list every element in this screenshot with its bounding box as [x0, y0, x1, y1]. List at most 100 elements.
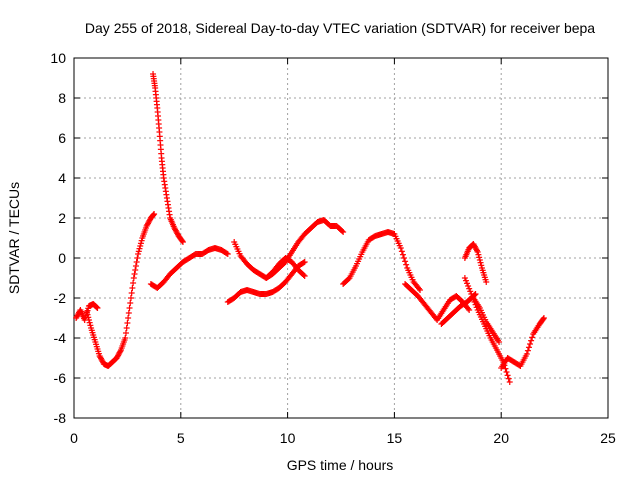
data-point	[402, 258, 409, 265]
data-point	[476, 257, 483, 263]
data-point	[476, 254, 483, 261]
y-tick-label: 6	[58, 130, 66, 146]
data-point	[125, 315, 132, 321]
data-point	[524, 347, 531, 354]
data-point	[473, 247, 480, 254]
data-point	[137, 243, 144, 249]
y-tick-label: 4	[58, 170, 66, 186]
plot-frame	[73, 57, 609, 419]
data-point	[93, 304, 100, 311]
data-point	[136, 245, 143, 252]
y-axis-label: SDTVAR / TECUs	[6, 182, 22, 294]
data-point	[464, 280, 471, 287]
data-point	[477, 259, 484, 266]
y-tick-label: -8	[54, 410, 67, 426]
data-point	[466, 285, 473, 292]
data-point	[87, 322, 94, 329]
data-point	[86, 319, 93, 326]
data-point	[398, 248, 405, 255]
data-point	[397, 245, 404, 251]
data-point	[122, 335, 129, 341]
data-point	[129, 285, 136, 291]
x-tick-label: 15	[387, 430, 403, 446]
data-point	[504, 372, 511, 379]
data-point	[529, 334, 536, 341]
data-point	[122, 330, 129, 336]
data-point	[462, 277, 469, 284]
data-point	[301, 273, 308, 279]
data-point	[403, 261, 410, 268]
data-point	[465, 283, 472, 289]
data-point	[525, 344, 532, 351]
data-point	[527, 341, 534, 347]
data-point	[417, 287, 424, 293]
data-point	[179, 238, 186, 244]
y-tick-label: 2	[58, 210, 66, 226]
y-tick-label: -2	[54, 290, 67, 306]
data-point	[125, 310, 132, 316]
data-point	[399, 251, 406, 258]
data-point	[117, 348, 124, 355]
data-point	[505, 375, 512, 382]
data-point	[124, 320, 131, 326]
data-point	[135, 251, 142, 257]
data-point	[151, 211, 158, 217]
data-point	[466, 307, 473, 313]
data-point	[301, 259, 308, 265]
data-point	[133, 259, 140, 265]
y-tick-label: -4	[54, 330, 67, 346]
data-point	[130, 275, 137, 281]
data-point	[415, 285, 422, 292]
chart-title: Day 255 of 2018, Sidereal Day-to-day VTE…	[85, 20, 595, 36]
data-point	[131, 271, 138, 277]
data-point	[179, 239, 186, 245]
data-point	[126, 305, 133, 311]
y-tick-label: 8	[58, 90, 66, 106]
data-point	[483, 279, 490, 285]
x-tick-label: 5	[177, 430, 185, 446]
x-tick-label: 25	[600, 430, 616, 446]
data-points	[73, 71, 547, 385]
data-point	[506, 379, 513, 385]
data-point	[339, 228, 346, 234]
data-point	[475, 251, 482, 258]
data-point	[132, 263, 139, 269]
x-tick-label: 0	[70, 430, 78, 446]
data-point	[540, 316, 547, 322]
data-point	[134, 255, 141, 261]
data-point	[137, 240, 144, 247]
data-point	[502, 365, 509, 372]
data-point	[496, 339, 503, 345]
data-point	[130, 280, 137, 286]
data-point	[465, 305, 472, 312]
data-point	[83, 309, 90, 315]
data-point	[467, 288, 474, 295]
axis-ticks	[73, 57, 609, 419]
data-point	[340, 229, 347, 235]
y-tick-labels: -8 -6 -4 -2 0 2 4 6 8 10	[50, 50, 66, 426]
x-tick-labels: 0 5 10 15 20 25	[70, 430, 616, 446]
y-tick-label: -6	[54, 370, 67, 386]
data-point	[84, 311, 91, 318]
data-point	[478, 262, 485, 269]
y-tick-label: 0	[58, 250, 66, 266]
data-point	[528, 337, 535, 344]
data-point	[468, 291, 475, 297]
data-point	[138, 237, 145, 244]
data-point	[127, 300, 134, 306]
data-point	[123, 325, 130, 331]
data-point	[474, 249, 481, 255]
data-point	[503, 369, 510, 375]
y-tick-label: 10	[50, 50, 66, 66]
data-point	[135, 248, 142, 255]
data-point	[94, 305, 101, 311]
data-point	[401, 255, 408, 261]
x-tick-label: 10	[280, 430, 296, 446]
data-point	[128, 290, 135, 296]
data-point	[132, 267, 139, 273]
data-point	[461, 275, 468, 281]
x-axis-label: GPS time / hours	[287, 457, 394, 473]
x-tick-label: 20	[493, 430, 509, 446]
grid	[74, 58, 608, 418]
